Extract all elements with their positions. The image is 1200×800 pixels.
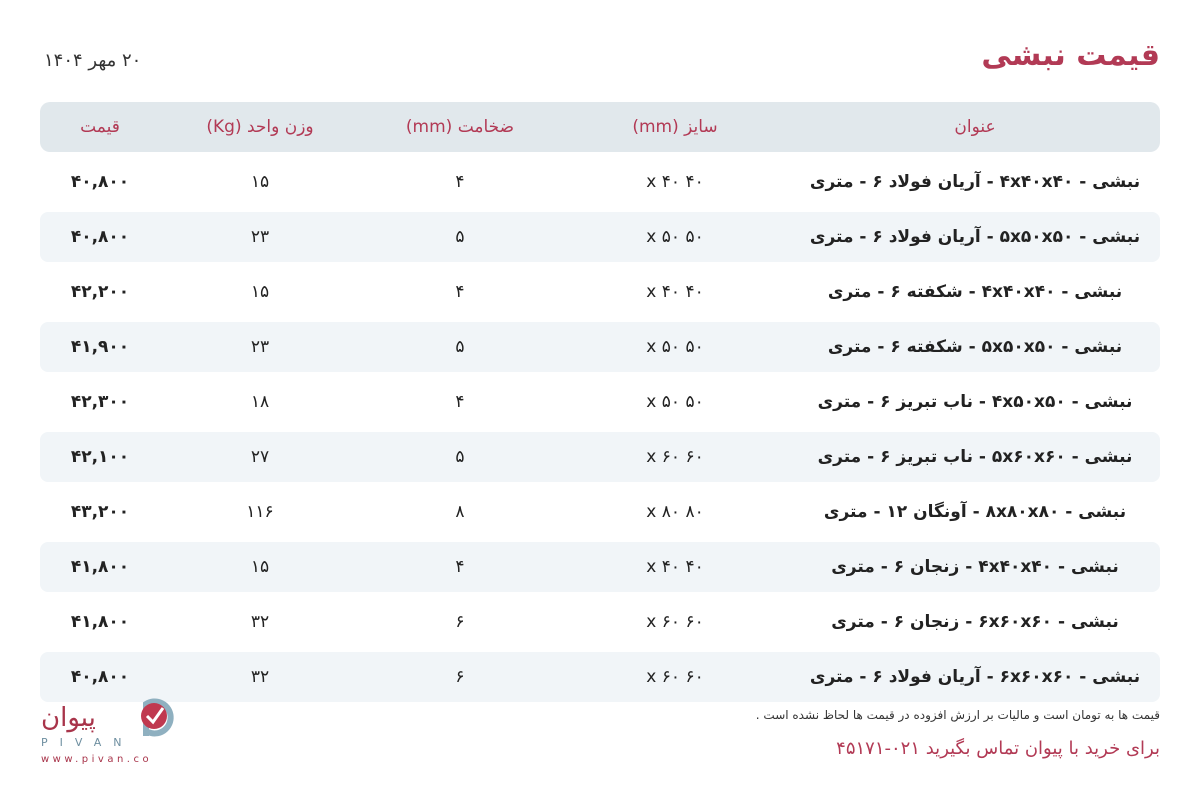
cell-price: ۴۱,۹۰۰ [40,322,160,372]
cell-title: نبشی - ۶x۶۰x۶۰ - آریان فولاد ۶ - متری [790,652,1160,702]
cell-title: نبشی - ۵x۵۰x۵۰ - آریان فولاد ۶ - متری [790,212,1160,262]
table-row: نبشی - ۴x۴۰x۴۰ - شکفته ۶ - متری ۴۰ x ۴۰ ۴ ۱… [40,267,1160,317]
cell-size: ۴۰ x ۴۰ [646,172,704,192]
page-title: قیمت نبشی [981,38,1160,73]
cell-size: ۵۰ x ۵۰ [560,322,790,372]
table-row: نبشی - ۶x۶۰x۶۰ - آریان فولاد ۶ - متری ۶۰ … [40,652,1160,702]
cell-size: ۵۰ x ۵۰ [560,212,790,262]
cell-size: ۸۰ x ۸۰ [646,502,704,522]
cell-thickness: ۴ [455,172,465,192]
table-header: عنوان سایز (mm) ضخامت (mm) وزن واحد (Kg) قیم… [40,102,1160,152]
column-header-price: قیمت [40,102,160,152]
cell-price: ۴۲,۱۰۰ [40,432,160,482]
cell-thickness: ۴ [360,542,560,592]
cell-thickness: ۵ [360,322,560,372]
cell-weight: ۱۱۶ [246,502,274,522]
table-row: نبشی - ۴x۴۰x۴۰ - آریان فولاد ۶ - متری ۴۰ … [40,157,1160,207]
cell-price: ۴۳,۲۰۰ [70,502,130,522]
cell-size: ۵۰ x ۵۰ [646,392,704,412]
cell-weight: ۱۵ [250,282,270,302]
contact-cta: برای خرید با پیوان تماس بگیرید ۰۲۱-۴۵۱۷۱ [836,738,1160,759]
cell-thickness: ۸ [455,502,465,522]
logo-text-fa: پیوان [41,703,96,733]
cell-size: ۴۰ x ۴۰ [646,282,704,302]
cell-price: ۴۲,۳۰۰ [70,392,130,412]
cell-thickness: ۶ [455,612,465,632]
cell-thickness: ۴ [455,392,465,412]
table-row: نبشی - ۶x۶۰x۶۰ - زنجان ۶ - متری ۶۰ x ۶۰ ۶ ۳… [40,597,1160,647]
table-row: نبشی - ۴x۴۰x۴۰ - زنجان ۶ - متری ۴۰ x ۴۰ ۴ ۱… [40,542,1160,592]
cell-size: ۶۰ x ۶۰ [646,612,704,632]
cell-size: ۴۰ x ۴۰ [560,542,790,592]
cell-price: ۴۲,۲۰۰ [70,282,130,302]
table-row: نبشی - ۸x۸۰x۸۰ - آونگان ۱۲ - متری ۸۰ x ۸۰… [40,487,1160,537]
cell-size: ۶۰ x ۶۰ [560,432,790,482]
svg-text:PIVAN: PIVAN [41,736,133,749]
cell-title: نبشی - ۶x۶۰x۶۰ - زنجان ۶ - متری [831,612,1119,632]
table-row: نبشی - ۵x۵۰x۵۰ - شکفته ۶ - متری ۵۰ x ۵۰ ۵ ۲… [40,322,1160,372]
cell-weight: ۲۷ [160,432,360,482]
cell-title: نبشی - ۵x۵۰x۵۰ - شکفته ۶ - متری [790,322,1160,372]
date: ۲۰ مهر ۱۴۰۴ [44,50,142,71]
svg-text:www.pivan.co: www.pivan.co [41,754,152,765]
tax-note: قیمت ها به تومان است و مالیات بر ارزش اف… [755,708,1160,722]
table-row: نبشی - ۵x۶۰x۶۰ - ناب تبریز ۶ - متری ۶۰ x … [40,432,1160,482]
cell-title: نبشی - ۵x۶۰x۶۰ - ناب تبریز ۶ - متری [790,432,1160,482]
cell-weight: ۱۵ [160,542,360,592]
cell-thickness: ۴ [455,282,465,302]
cell-thickness: ۵ [360,212,560,262]
column-header-thickness: ضخامت (mm) [360,102,560,152]
table-row: نبشی - ۴x۵۰x۵۰ - ناب تبریز ۶ - متری ۵۰ x … [40,377,1160,427]
column-header-weight: وزن واحد (Kg) [160,102,360,152]
cell-title: نبشی - ۸x۸۰x۸۰ - آونگان ۱۲ - متری [823,502,1127,522]
cell-weight: ۳۲ [250,612,270,632]
cell-weight: ۱۵ [250,172,270,192]
cell-weight: ۱۸ [250,392,270,412]
cell-title: نبشی - ۴x۴۰x۴۰ - آریان فولاد ۶ - متری [809,172,1141,192]
cell-thickness: ۶ [360,652,560,702]
column-header-title: عنوان [790,102,1160,152]
cell-price: ۴۰,۸۰۰ [70,172,130,192]
pivan-logo: پیوان PIVAN www.pivan.co [36,696,176,766]
cell-price: ۴۰,۸۰۰ [40,652,160,702]
cell-weight: ۳۲ [160,652,360,702]
cell-weight: ۲۳ [160,212,360,262]
cell-thickness: ۵ [360,432,560,482]
column-header-size: سایز (mm) [560,102,790,152]
cell-title: نبشی - ۴x۴۰x۴۰ - زنجان ۶ - متری [790,542,1160,592]
cell-price: ۴۱,۸۰۰ [40,542,160,592]
cell-title: نبشی - ۴x۴۰x۴۰ - شکفته ۶ - متری [827,282,1123,302]
cell-weight: ۲۳ [160,322,360,372]
cell-size: ۶۰ x ۶۰ [560,652,790,702]
table-row: نبشی - ۵x۵۰x۵۰ - آریان فولاد ۶ - متری ۵۰ … [40,212,1160,262]
cell-title: نبشی - ۴x۵۰x۵۰ - ناب تبریز ۶ - متری [817,392,1133,412]
cell-price: ۴۱,۸۰۰ [70,612,130,632]
price-table: عنوان سایز (mm) ضخامت (mm) وزن واحد (Kg) قیم… [40,97,1160,707]
cell-price: ۴۰,۸۰۰ [40,212,160,262]
